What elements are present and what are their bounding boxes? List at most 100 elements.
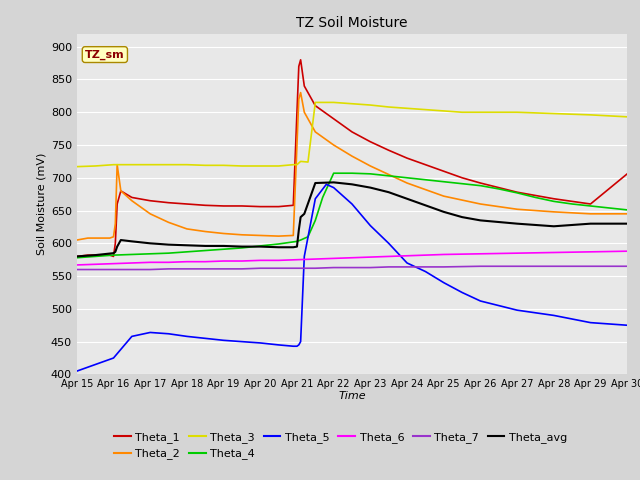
Theta_7 [513,264,521,269]
Theta_7 [403,264,411,270]
Theta_1 [348,129,356,135]
Theta_2 [113,162,121,168]
Theta_4 [440,179,447,185]
Theta_1 [293,109,301,115]
Theta_6 [330,255,337,261]
Theta_2 [330,142,337,148]
Theta_3 [257,163,264,169]
Theta_1 [422,162,429,168]
Theta_6 [92,262,99,267]
Theta_1 [238,203,246,209]
Theta_avg [275,244,282,250]
Theta_1 [147,198,154,204]
Theta_7 [257,265,264,271]
Theta_2 [312,129,319,135]
Theta_5 [92,362,99,368]
Theta_2 [348,153,356,159]
Theta_1 [312,103,319,108]
Theta_5 [477,298,484,304]
Theta_5 [220,337,227,343]
Theta_4 [297,237,305,243]
Theta_2 [106,235,114,241]
Theta_4 [550,199,557,204]
Theta_6 [587,249,595,255]
Theta_avg [297,214,305,220]
Theta_6 [293,257,301,263]
Theta_3 [289,162,297,168]
Theta_avg [403,196,411,202]
Theta_1 [458,175,466,180]
Theta_6 [128,260,136,266]
Theta_1 [300,83,308,89]
Legend: Theta_1, Theta_2, Theta_3, Theta_4, Theta_5, Theta_6, Theta_7, Theta_avg: Theta_1, Theta_2, Theta_3, Theta_4, Thet… [110,428,572,464]
Theta_6 [275,257,282,263]
Theta_3 [147,162,154,168]
Line: Theta_2: Theta_2 [77,93,627,240]
Theta_avg [257,244,264,250]
Text: TZ_sm: TZ_sm [85,49,125,60]
Theta_2 [257,233,264,239]
Theta_4 [220,246,227,252]
Theta_4 [92,253,99,259]
Theta_5 [367,223,374,228]
Theta_5 [147,330,154,336]
Theta_7 [587,264,595,269]
Theta_avg [330,180,337,185]
Theta_7 [147,267,154,273]
Theta_5 [73,368,81,374]
Theta_4 [330,170,337,176]
Theta_4 [319,194,326,200]
Theta_5 [293,343,301,349]
Theta_2 [295,96,303,102]
Theta_avg [312,180,319,186]
Theta_5 [623,323,631,328]
Theta_6 [385,253,392,259]
Theta_3 [367,102,374,108]
Theta_1 [111,240,119,246]
Theta_7 [293,265,301,271]
Theta_4 [532,194,540,200]
Theta_5 [422,269,429,275]
Theta_3 [330,99,337,105]
Theta_2 [623,211,631,216]
Theta_avg [587,221,595,227]
Theta_1 [587,201,595,207]
Theta_3 [385,104,392,110]
Theta_avg [117,237,125,243]
Theta_5 [297,339,305,345]
Theta_5 [202,336,209,341]
Theta_5 [295,342,303,348]
Theta_4 [495,186,502,192]
Theta_1 [550,196,557,202]
Theta_2 [109,234,117,240]
Theta_3 [403,106,411,111]
Theta_3 [312,99,319,105]
Theta_4 [403,175,411,180]
Theta_5 [164,331,172,336]
Theta_4 [147,251,154,257]
Theta_2 [275,233,282,239]
Theta_2 [84,235,92,241]
Theta_7 [73,267,81,273]
Theta_1 [275,204,282,209]
Theta_5 [323,181,330,187]
Theta_7 [92,267,99,273]
Theta_4 [183,249,191,255]
Theta_1 [440,168,447,174]
Theta_6 [422,252,429,258]
Theta_1 [513,189,521,195]
Theta_7 [477,264,484,269]
Theta_7 [109,267,117,273]
Theta_1 [183,201,191,207]
Line: Theta_5: Theta_5 [77,184,627,371]
Theta_5 [238,339,246,345]
Theta_4 [568,201,576,207]
Theta_3 [623,114,631,120]
Theta_3 [477,109,484,115]
Theta_5 [550,312,557,318]
Theta_2 [422,187,429,192]
Theta_avg [73,253,81,259]
Theta_5 [513,307,521,313]
Theta_6 [73,262,81,268]
Theta_4 [587,203,595,209]
